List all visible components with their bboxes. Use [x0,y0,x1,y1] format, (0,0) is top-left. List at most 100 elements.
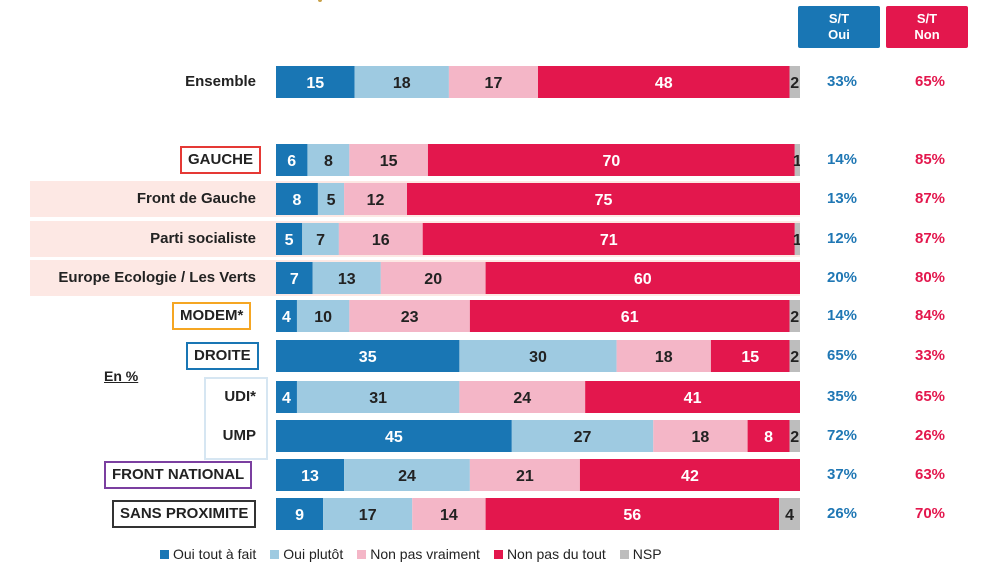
bar-segment [276,183,318,215]
legend-label: Non pas du tout [506,546,606,562]
st-non-value: 26% [914,427,946,444]
data-label: 13 [338,271,356,288]
legend-item: Oui plutôt [270,546,343,562]
bar-segment [794,144,800,176]
legend-label: Non pas vraiment [370,546,480,562]
bar-segment [276,262,313,294]
st-non-value: 33% [914,347,946,364]
data-label: 9 [295,507,304,524]
category-label: UMP [222,427,256,444]
data-label: 27 [574,429,592,446]
st-non-value: 65% [914,388,946,405]
bar-segment [422,223,795,255]
st-non-value: 65% [914,73,946,90]
legend-label: Oui tout à fait [173,546,257,562]
bar-segment [789,420,800,452]
data-label: 13 [301,468,319,485]
data-label: 18 [393,75,411,92]
bar-segment [448,66,538,98]
st-oui-value: 35% [826,388,858,405]
st-oui-value: 37% [826,466,858,483]
chart-legend: Oui tout à fait Oui plutôt Non pas vraimen… [160,546,662,562]
bar-segment [380,262,486,294]
st-non-value: 85% [914,151,946,168]
category-label: Ensemble [185,73,256,90]
data-label: 2 [790,349,799,366]
bar-segment [276,420,512,452]
data-label: 23 [401,309,419,326]
legend-item: Non pas vraiment [357,546,480,562]
st-oui-value: 14% [826,307,858,324]
bar-segment [538,66,790,98]
st-oui-value: 14% [826,151,858,168]
bar-segment [307,144,350,176]
category-label: GAUCHE [180,146,262,174]
bar-segment [296,381,460,413]
data-label: 17 [359,507,377,524]
data-label: 15 [380,153,398,170]
legend-item: NSP [619,546,662,562]
category-label: Europe Ecologie / Les Verts [58,269,256,286]
bar-segment [794,223,800,255]
bar-segment [344,183,407,215]
bar-segment [469,459,580,491]
bar-segment [459,381,586,413]
bar-segment [585,381,800,413]
data-label: 48 [655,75,673,92]
bar-segment [323,498,413,530]
data-label: 15 [306,75,324,92]
bar-segment [354,66,449,98]
data-label: 21 [516,468,534,485]
data-label: 10 [314,309,332,326]
data-label: 41 [684,390,702,407]
st-oui-value: 33% [826,73,858,90]
data-label: 18 [655,349,673,366]
data-label: 17 [485,75,503,92]
bar-segment [616,340,711,372]
bar-segment [317,183,345,215]
data-label: 60 [634,271,652,288]
bar-segment [459,340,617,372]
bar-segment [779,498,800,530]
header-st-oui-line1: S/T [828,11,850,26]
legend-swatch [270,549,280,559]
data-label: 24 [513,390,531,407]
legend-label: Oui plutôt [283,546,344,562]
data-label: 8 [293,192,302,209]
bar-segment [412,498,486,530]
bar-segment [276,381,297,413]
data-label: 12 [367,192,385,209]
data-label: 18 [692,429,710,446]
data-label: 4 [785,507,794,524]
data-label: 5 [285,232,294,249]
st-non-value: 80% [914,269,946,286]
st-non-value: 63% [914,466,946,483]
bar-segment [511,420,654,452]
bar-segment [344,459,470,491]
data-label: 42 [681,468,699,485]
data-label: 30 [529,349,547,366]
data-label: 8 [764,429,773,446]
bar-segment [276,144,308,176]
st-oui-value: 26% [826,505,858,522]
bar-segment [276,498,324,530]
st-oui-value: 13% [826,190,858,207]
category-label: SANS PROXIMITE [112,500,257,528]
category-label: MODEM* [172,302,252,330]
data-label: 20 [424,271,442,288]
header-st-oui: S/T Oui [798,6,880,48]
bar-segment [789,300,800,332]
st-oui-value: 65% [826,347,858,364]
data-label: 8 [324,153,333,170]
st-non-value: 84% [914,307,946,324]
legend-swatch [357,549,367,559]
bar-segment [747,420,790,452]
header-st-non: S/T Non [886,6,968,48]
legend-swatch [619,549,629,559]
category-label: Parti socialiste [150,230,256,247]
bar-segment [485,498,780,530]
bar-segment [276,459,345,491]
data-label: 7 [290,271,299,288]
data-label: 75 [595,192,613,209]
data-label: 6 [287,153,296,170]
